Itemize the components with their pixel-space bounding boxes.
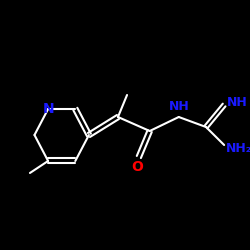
Text: NH: NH [168, 100, 189, 112]
Text: N: N [42, 102, 54, 116]
Text: NH: NH [226, 96, 247, 110]
Text: NH₂: NH₂ [226, 142, 250, 154]
Text: O: O [131, 160, 143, 174]
